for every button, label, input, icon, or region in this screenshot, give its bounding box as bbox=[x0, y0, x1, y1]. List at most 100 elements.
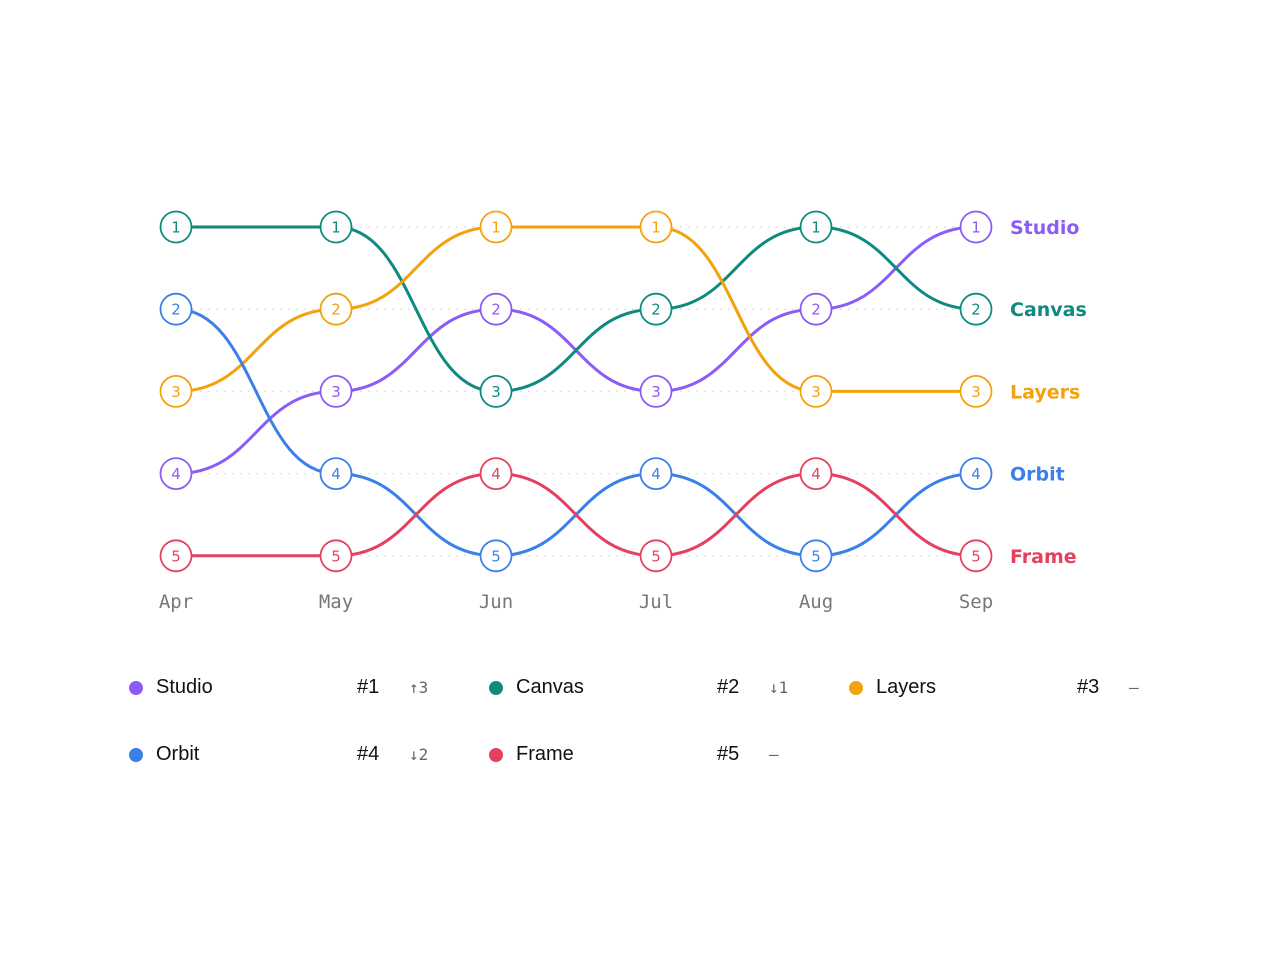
rank-marker-label: 5 bbox=[651, 547, 661, 565]
rank-marker-frame-aug: 4 bbox=[799, 457, 833, 491]
rank-marker-circle bbox=[639, 210, 673, 244]
rank-marker-frame-jun: 4 bbox=[479, 457, 513, 491]
rank-marker-circle bbox=[639, 457, 673, 491]
rank-marker-canvas-jun: 3 bbox=[479, 374, 513, 408]
rank-marker-layers-sep: 3 bbox=[959, 374, 993, 408]
rank-marker-circle bbox=[319, 457, 353, 491]
rank-marker-layers-apr: 3 bbox=[159, 374, 193, 408]
rank-marker-circle bbox=[159, 210, 193, 244]
rank-marker-label: 3 bbox=[811, 383, 821, 401]
rank-marker-circle bbox=[799, 210, 833, 244]
rank-marker-label: 1 bbox=[331, 219, 341, 237]
rank-marker-canvas-jul: 2 bbox=[639, 292, 673, 326]
rank-marker-orbit-sep: 4 bbox=[959, 457, 993, 491]
rank-marker-label: 4 bbox=[971, 465, 981, 483]
rank-marker-frame-apr: 5 bbox=[159, 539, 193, 573]
x-tick-label-sep: Sep bbox=[959, 591, 993, 613]
series-line-frame bbox=[174, 472, 978, 558]
rank-marker-circle bbox=[639, 374, 673, 408]
x-tick-label-jun: Jun bbox=[479, 591, 513, 613]
rank-marker-label: 2 bbox=[811, 301, 821, 319]
rank-marker-circle bbox=[799, 292, 833, 326]
rank-marker-label: 3 bbox=[651, 383, 661, 401]
rank-marker-circle bbox=[959, 292, 993, 326]
rank-marker-circle bbox=[799, 457, 833, 491]
rank-marker-layers-jul: 1 bbox=[639, 210, 673, 244]
rank-marker-label: 5 bbox=[171, 547, 181, 565]
x-tick-label-may: May bbox=[319, 591, 353, 613]
end-label-orbit: Orbit bbox=[1010, 464, 1065, 486]
rank-marker-circle bbox=[959, 539, 993, 573]
rank-marker-frame-may: 5 bbox=[319, 539, 353, 573]
rank-markers: 4 3 2 3 2 1 1 1 3 2 1 2 3 2 1 1 3 3 2 4 5 4 5 4 5 5 4 5 4 5 bbox=[159, 210, 993, 573]
rank-marker-label: 4 bbox=[171, 465, 181, 483]
rank-marker-label: 4 bbox=[491, 465, 501, 483]
rank-marker-circle bbox=[479, 374, 513, 408]
x-tick-label-aug: Aug bbox=[799, 591, 833, 613]
rank-marker-circle bbox=[319, 539, 353, 573]
series-line-orbit bbox=[174, 307, 978, 558]
rank-marker-label: 2 bbox=[171, 301, 181, 319]
rank-marker-label: 5 bbox=[811, 547, 821, 565]
x-tick-label-apr: Apr bbox=[159, 591, 193, 613]
rank-marker-label: 3 bbox=[491, 383, 501, 401]
rank-marker-circle bbox=[319, 210, 353, 244]
rank-marker-circle bbox=[959, 457, 993, 491]
rank-marker-layers-aug: 3 bbox=[799, 374, 833, 408]
rank-marker-studio-sep: 1 bbox=[959, 210, 993, 244]
rank-marker-label: 1 bbox=[491, 219, 501, 237]
rank-marker-layers-may: 2 bbox=[319, 292, 353, 326]
rank-marker-label: 3 bbox=[331, 383, 341, 401]
rank-marker-label: 4 bbox=[811, 465, 821, 483]
rank-marker-circle bbox=[639, 539, 673, 573]
rank-marker-label: 2 bbox=[971, 301, 981, 319]
rank-marker-orbit-jun: 5 bbox=[479, 539, 513, 573]
rank-marker-circle bbox=[479, 539, 513, 573]
rank-marker-circle bbox=[159, 292, 193, 326]
rank-marker-circle bbox=[799, 374, 833, 408]
rank-marker-label: 1 bbox=[811, 219, 821, 237]
rank-marker-label: 1 bbox=[971, 219, 981, 237]
rank-marker-frame-sep: 5 bbox=[959, 539, 993, 573]
rank-marker-label: 1 bbox=[651, 219, 661, 237]
rank-marker-circle bbox=[159, 374, 193, 408]
rank-marker-circle bbox=[799, 539, 833, 573]
rank-marker-circle bbox=[959, 374, 993, 408]
rank-marker-studio-apr: 4 bbox=[159, 457, 193, 491]
rank-marker-studio-jun: 2 bbox=[479, 292, 513, 326]
rank-marker-circle bbox=[639, 292, 673, 326]
rank-marker-layers-jun: 1 bbox=[479, 210, 513, 244]
rank-marker-canvas-apr: 1 bbox=[159, 210, 193, 244]
rank-marker-orbit-aug: 5 bbox=[799, 539, 833, 573]
rank-marker-circle bbox=[479, 210, 513, 244]
rank-marker-label: 4 bbox=[651, 465, 661, 483]
rank-marker-label: 5 bbox=[491, 547, 501, 565]
rank-marker-label: 5 bbox=[971, 547, 981, 565]
rank-marker-circle bbox=[159, 539, 193, 573]
rank-marker-label: 1 bbox=[171, 219, 181, 237]
x-tick-label-jul: Jul bbox=[639, 591, 673, 613]
end-labels: Studio Canvas Layers Orbit Frame bbox=[1010, 217, 1087, 568]
rank-marker-label: 3 bbox=[171, 383, 181, 401]
rank-marker-label: 2 bbox=[331, 301, 341, 319]
rank-marker-studio-jul: 3 bbox=[639, 374, 673, 408]
rank-marker-circle bbox=[319, 374, 353, 408]
rank-marker-studio-aug: 2 bbox=[799, 292, 833, 326]
rank-marker-frame-jul: 5 bbox=[639, 539, 673, 573]
rank-marker-canvas-may: 1 bbox=[319, 210, 353, 244]
x-axis: Apr May Jun Jul Aug Sep bbox=[159, 591, 993, 613]
rank-marker-orbit-may: 4 bbox=[319, 457, 353, 491]
end-label-canvas: Canvas bbox=[1010, 299, 1087, 321]
rank-marker-label: 5 bbox=[331, 547, 341, 565]
rank-marker-label: 2 bbox=[491, 301, 501, 319]
rank-marker-circle bbox=[159, 457, 193, 491]
rank-marker-canvas-aug: 1 bbox=[799, 210, 833, 244]
rank-marker-circle bbox=[479, 292, 513, 326]
rank-marker-orbit-apr: 2 bbox=[159, 292, 193, 326]
rank-marker-canvas-sep: 2 bbox=[959, 292, 993, 326]
rank-marker-label: 3 bbox=[971, 383, 981, 401]
rank-marker-circle bbox=[319, 292, 353, 326]
end-label-layers: Layers bbox=[1010, 381, 1080, 403]
rank-marker-orbit-jul: 4 bbox=[639, 457, 673, 491]
